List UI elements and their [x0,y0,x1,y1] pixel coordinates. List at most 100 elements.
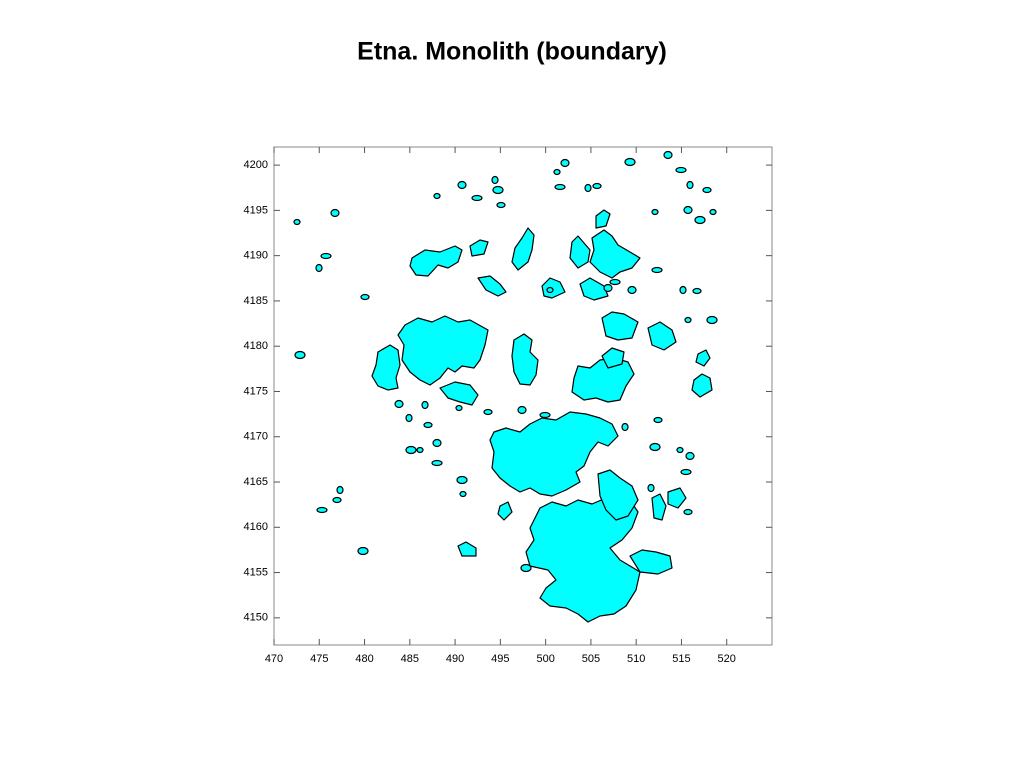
boundary-region [694,215,706,225]
boundary-region [709,208,717,216]
boundary-region [560,158,570,168]
boundary-region [546,286,554,294]
boundary-region [649,442,661,452]
boundary-region [432,438,442,448]
y-tick-label: 4190 [244,250,268,262]
plot-frame [273,146,773,646]
boundary-region [675,166,687,174]
boundary-region [684,316,692,324]
boundary-region [595,209,611,229]
boundary-region [439,381,479,406]
y-tick-label: 4155 [244,566,268,578]
x-tick-label: 500 [536,653,554,665]
boundary-region [702,186,712,194]
x-tick-label: 515 [672,653,690,665]
boundary-region [651,266,663,274]
boundary-region [294,350,306,360]
boundary-region [691,373,713,398]
boundary-region [541,277,566,299]
x-tick-label: 495 [491,653,509,665]
boundary-region [663,150,673,160]
boundary-region [683,205,693,215]
boundary-region [685,451,695,461]
boundary-region [421,400,429,410]
boundary-region [492,185,504,195]
boundary-region [469,239,489,257]
y-tick-label: 4200 [244,159,268,171]
boundary-region [601,311,639,341]
x-tick-label: 490 [446,653,464,665]
boundary-region [471,194,483,202]
boundary-region [603,283,613,293]
boundary-region [520,563,532,573]
boundary-region [601,347,625,369]
boundary-region [627,285,637,295]
boundary-region [431,459,443,467]
x-tick-label: 510 [627,653,645,665]
boundary-region [330,208,340,218]
boundary-region [569,235,591,269]
y-tick-label: 4175 [244,385,268,397]
boundary-region [624,157,636,167]
boundary-region [679,285,687,295]
x-tick-label: 505 [582,653,600,665]
boundary-region [667,487,687,509]
boundary-region [497,501,513,521]
boundary-region [621,422,629,432]
boundary-region [316,506,328,514]
boundary-region [589,229,641,279]
x-tick-label: 470 [265,653,283,665]
boundary-region [397,315,489,386]
boundary-region [584,183,592,193]
boundary-region [609,278,621,286]
boundary-region [579,277,609,301]
boundary-region [686,180,694,190]
boundary-region [647,483,655,493]
boundary-region [695,349,711,367]
boundary-region [332,496,342,504]
y-tick-label: 4180 [244,340,268,352]
boundary-region [320,252,332,260]
boundary-region [456,475,468,485]
boundary-region [423,421,433,429]
boundary-region [455,404,463,412]
x-tick-label: 480 [355,653,373,665]
y-tick-label: 4185 [244,295,268,307]
boundary-region [496,201,506,209]
boundary-region [511,333,539,386]
x-tick-label: 520 [718,653,736,665]
y-tick-label: 4165 [244,476,268,488]
boundary-region [360,293,370,301]
boundary-region [457,541,477,557]
boundary-region [293,218,301,226]
boundary-region [405,413,413,423]
boundary-region [315,263,323,273]
boundary-region [676,446,684,454]
boundary-region [489,411,619,497]
boundary-region [651,208,659,216]
boundary-region [517,405,527,415]
boundary-region [647,321,677,351]
boundary-region [553,168,561,176]
boundary-region [371,344,401,391]
boundary-region [491,175,499,185]
boundary-region [680,468,692,476]
y-tick-label: 4150 [244,612,268,624]
boundary-region [416,446,424,454]
boundary-region [683,508,693,516]
y-tick-label: 4160 [244,521,268,533]
boundary-region [571,357,635,403]
boundary-region [459,490,467,498]
boundary-region [597,469,639,521]
boundary-region [433,192,441,200]
y-tick-label: 4195 [244,204,268,216]
boundary-regions [371,209,713,623]
boundary-region [483,408,493,416]
boundary-region [629,549,673,575]
boundary-region [511,227,535,271]
boundary-region [592,182,602,190]
small-regions [293,150,718,573]
boundary-region [409,245,463,277]
boundary-region [539,411,551,419]
